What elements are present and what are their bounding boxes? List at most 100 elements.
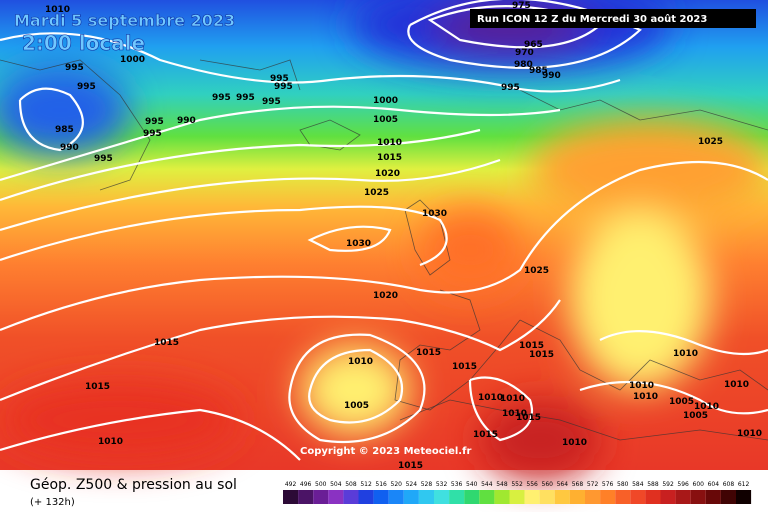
colorbar-tick-label: 592 [662,481,674,488]
isobar-label: 1015 [452,362,477,372]
isobar-label: 995 [274,82,293,92]
isobar-label: 1010 [633,392,658,402]
isobar-label: 995 [143,129,162,139]
isobar-label: 1010 [724,380,749,390]
isobar-label: 1030 [346,239,371,249]
colorbar-tick-label: 572 [587,481,599,488]
colorbar-swatch [509,490,525,504]
colorbar-tick-label: 492 [285,481,297,488]
isobar-label: 995 [262,97,281,107]
colorbar-swatch [690,490,706,504]
colorbar-tick-label: 604 [708,481,720,488]
isobar-label: 1020 [375,169,400,179]
isobar-label: 995 [65,63,84,73]
isobar-label: 980 [514,60,533,70]
isobar-label: 1015 [154,338,179,348]
colorbar-swatch [388,490,404,504]
isobar-label: 1000 [120,55,145,65]
isobar-label: 1015 [473,430,498,440]
isobar-label: 990 [60,143,79,153]
colorbar-tick-label: 500 [315,481,327,488]
isobar-label: 985 [55,125,74,135]
time: 2:00 locale [22,31,145,55]
coastlines [0,59,768,441]
colorbar-tick-label: 536 [451,481,463,488]
colorbar-swatch [494,490,510,504]
run-box [470,9,756,28]
isobar-label: 1015 [398,461,423,471]
colorbar-swatch [569,490,585,504]
isobar-label: 1015 [516,413,541,423]
isobars [0,0,768,460]
isobar-label: 1010 [98,437,123,447]
colorbar-tick-label: 584 [632,481,644,488]
colorbar-swatch [720,490,736,504]
colorbar-tick-label: 576 [602,481,614,488]
colorbar-swatch [434,490,450,504]
colorbar-tick-label: 612 [738,481,750,488]
isobar-label: 1010 [562,438,587,448]
isobar-label: 1015 [529,350,554,360]
colorbar-swatch [313,490,329,504]
colorbar-tick-label: 600 [693,481,705,488]
isobar-label: 1010 [45,5,70,15]
isobar-label: 990 [542,71,561,81]
colorbar-tick-label: 560 [542,481,554,488]
colorbar-tick-label: 588 [647,481,659,488]
colorbar-swatch [449,490,465,504]
isobar-label: 1000 [373,96,398,106]
colorbar-tick-label: 504 [330,481,342,488]
isobar-label: 985 [529,66,548,76]
colorbar-swatch [554,490,570,504]
isobar-label: 995 [236,93,255,103]
colorbar-swatch [328,490,344,504]
isobar-label: 1025 [524,266,549,276]
colorbar-swatch [660,490,676,504]
colorbar-tick-label: 532 [436,481,448,488]
colorbar-swatch [358,490,374,504]
isobar-label: 1015 [85,382,110,392]
colorbar-swatch [298,490,314,504]
colorbar-swatch [736,490,752,504]
isobar-label: 965 [524,40,543,50]
isobar-label: 1010 [377,138,402,148]
colorbar-swatch [373,490,389,504]
isobar-label: 1010 [502,409,527,419]
colorbar-swatch [630,490,646,504]
isobar-label: 1015 [377,153,402,163]
colorbar-swatch [705,490,721,504]
colorbar-tick-label: 548 [496,481,508,488]
footer-label: Géop. Z500 & pression au sol [30,477,237,493]
footer-lead: (+ 132h) [30,497,75,508]
colorbar-swatch [585,490,601,504]
colorbar: 492 496 500 504 508 512 516 520 524 528 532 536 540 5… [283,481,752,504]
isobar-label: 1010 [478,393,503,403]
colorbar-tick-label: 596 [677,481,689,488]
colorbar-tick-label: 544 [481,481,493,488]
isobar-label: 1015 [416,348,441,358]
colorbar-tick-label: 520 [391,481,403,488]
date: Mardi 5 septembre 2023 [14,11,235,30]
colorbar-swatch [403,490,419,504]
colorbar-swatch [418,490,434,504]
colorbar-tick-label: 524 [406,481,418,488]
colorbar-swatch [479,490,495,504]
run: Run ICON 12 Z du Mercredi 30 août 2023 [477,13,707,25]
isobar-label: 1005 [683,411,708,421]
isobar-label: 1020 [373,291,398,301]
colorbar-tick-label: 512 [360,481,372,488]
colorbar-tick-label: 568 [572,481,584,488]
isobar-label: 995 [94,154,113,164]
colorbar-tick-label: 496 [300,481,312,488]
colorbar-swatch [343,490,359,504]
isobar-label: 1010 [629,381,654,391]
isobar-label: 1025 [698,137,723,147]
colorbar-tick-label: 540 [466,481,478,488]
colorbar-tick-label: 556 [526,481,538,488]
copyright: Copyright © 2023 Meteociel.fr [300,446,471,457]
isobar-label: 970 [515,48,534,58]
colorbar-tick-label: 508 [345,481,357,488]
